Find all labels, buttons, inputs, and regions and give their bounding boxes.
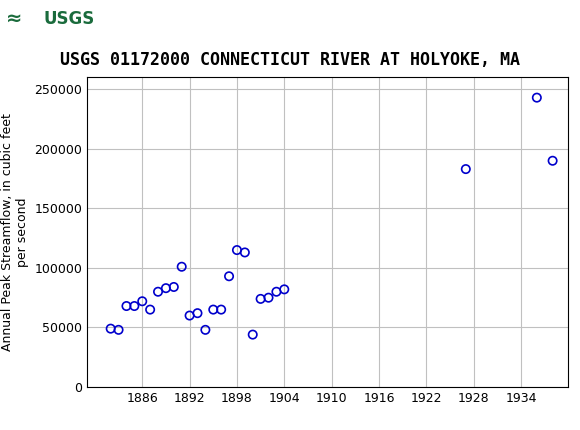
Point xyxy=(130,303,139,310)
Point xyxy=(106,325,115,332)
Point xyxy=(233,247,242,254)
Point xyxy=(224,273,234,280)
Point xyxy=(193,310,202,316)
Point xyxy=(185,312,194,319)
Point xyxy=(256,295,265,302)
Point xyxy=(264,294,273,301)
Point xyxy=(548,157,557,164)
Point xyxy=(201,326,210,333)
Point xyxy=(114,326,123,333)
Point xyxy=(161,285,171,292)
Text: ≈: ≈ xyxy=(6,9,23,28)
Bar xyxy=(3,2,102,37)
Point xyxy=(122,303,131,310)
Point xyxy=(209,306,218,313)
Point xyxy=(240,249,249,256)
Point xyxy=(216,306,226,313)
Point xyxy=(272,288,281,295)
Y-axis label: Annual Peak Streamflow, in cubic feet
per second: Annual Peak Streamflow, in cubic feet pe… xyxy=(1,113,28,351)
Point xyxy=(248,331,258,338)
Text: USGS 01172000 CONNECTICUT RIVER AT HOLYOKE, MA: USGS 01172000 CONNECTICUT RIVER AT HOLYO… xyxy=(60,51,520,69)
Point xyxy=(153,288,162,295)
Point xyxy=(146,306,155,313)
Point xyxy=(169,283,179,290)
Point xyxy=(177,263,186,270)
Point xyxy=(280,286,289,293)
Text: USGS: USGS xyxy=(44,10,95,28)
Point xyxy=(137,298,147,305)
Point xyxy=(532,94,542,101)
Point xyxy=(461,166,470,172)
